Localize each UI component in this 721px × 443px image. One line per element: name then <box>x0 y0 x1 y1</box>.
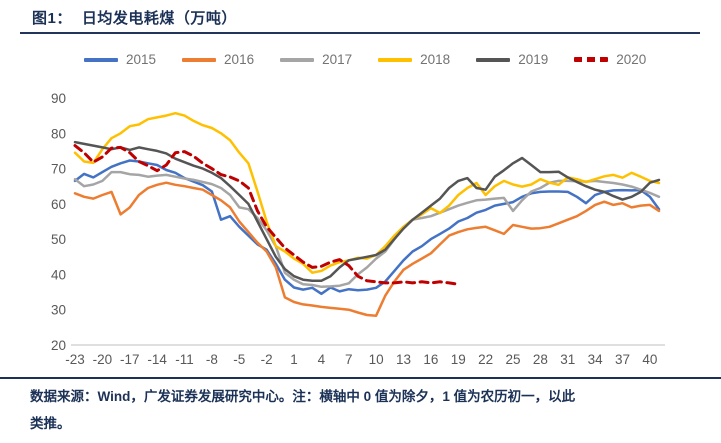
legend-swatch-2015 <box>84 57 118 62</box>
x-tick-label: 22 <box>478 352 493 367</box>
series-line-2018 <box>73 111 661 274</box>
legend-swatch-2020 <box>574 57 609 62</box>
legend-label-2020: 2020 <box>616 52 647 67</box>
x-tick-label: 40 <box>642 352 657 367</box>
figure-footer: 数据来源：Wind，广发证券发展研究中心。注：横轴中 0 值为除夕，1 值为农历… <box>30 383 700 437</box>
x-tick-label: -14 <box>147 352 167 367</box>
series-line-2020 <box>73 144 460 286</box>
x-tick-label: 7 <box>345 352 353 367</box>
legend-item-2016: 2016 <box>182 52 254 67</box>
x-tick-label: -11 <box>175 352 194 367</box>
x-tick-label: -17 <box>120 352 140 367</box>
x-tick-label: 16 <box>423 352 438 367</box>
legend-item-2020: 2020 <box>574 52 646 67</box>
x-tick-label: -2 <box>261 352 273 367</box>
figure-label: 图1： <box>32 10 72 27</box>
x-tick-label: -5 <box>233 352 245 367</box>
legend-swatch-2017 <box>280 57 315 62</box>
y-tick-label: 70 <box>51 162 66 177</box>
y-tick-label: 30 <box>51 303 66 318</box>
legend-label-2017: 2017 <box>322 52 353 67</box>
figure-title: 日均发电耗煤（万吨） <box>81 10 237 27</box>
series-line-2019 <box>73 140 661 283</box>
legend-item-2015: 2015 <box>84 52 156 67</box>
x-tick-label: 34 <box>588 352 604 367</box>
x-tick-label: 19 <box>451 352 466 367</box>
x-tick-label: -8 <box>206 352 218 367</box>
series-line-2015 <box>73 159 661 296</box>
x-tick-label: 10 <box>369 352 384 367</box>
x-tick-label: 28 <box>533 352 548 367</box>
legend-item-2017: 2017 <box>280 52 352 67</box>
y-tick-label: 90 <box>51 91 66 106</box>
source-note-line2: 类推。 <box>30 416 71 431</box>
y-tick-label: 80 <box>51 126 66 141</box>
y-tick-label: 60 <box>51 197 66 212</box>
legend-label-2019: 2019 <box>518 52 549 67</box>
legend-swatch-2019 <box>476 57 511 62</box>
source-note-line1: 数据来源：Wind，广发证券发展研究中心。注：横轴中 0 值为除夕，1 值为农历… <box>30 389 576 404</box>
legend-swatch-2016 <box>182 57 217 62</box>
title-rule <box>20 32 700 34</box>
legend-item-2018: 2018 <box>378 52 450 67</box>
x-tick-label: 4 <box>318 352 326 367</box>
x-tick-label: 25 <box>505 352 520 367</box>
legend-item-2019: 2019 <box>476 52 548 67</box>
legend-label-2015: 2015 <box>126 52 157 67</box>
chart-legend: 2015 2016 2017 2018 2019 2020 <box>84 52 646 67</box>
x-tick-label: -20 <box>93 352 113 367</box>
y-tick-label: 40 <box>51 267 66 282</box>
x-tick-label: 13 <box>396 352 411 367</box>
x-tick-label: -23 <box>65 352 85 367</box>
x-tick-label: 1 <box>290 352 298 367</box>
x-tick-label: 31 <box>560 352 575 367</box>
y-tick-label: 20 <box>51 338 66 353</box>
footer-rule <box>0 377 721 379</box>
legend-swatch-2018 <box>378 57 413 62</box>
x-tick-label: 37 <box>615 352 630 367</box>
y-tick-label: 50 <box>51 232 66 247</box>
figure-header: 图1： 日均发电耗煤（万吨） <box>32 7 237 28</box>
legend-label-2016: 2016 <box>224 52 255 67</box>
series-line-2017 <box>73 170 661 289</box>
series-line-2016 <box>73 181 661 317</box>
legend-label-2018: 2018 <box>420 52 451 67</box>
